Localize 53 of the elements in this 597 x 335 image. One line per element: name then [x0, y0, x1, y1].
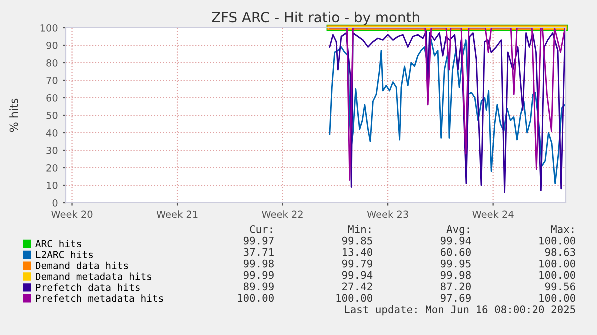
legend-label: ARC hits [36, 240, 82, 248]
text: 97.69 [440, 294, 471, 302]
text: 99.98 [440, 271, 471, 280]
y-tick-label: 0 [52, 199, 58, 207]
text: 99.94 [440, 236, 472, 245]
y-tick-label: 50 [46, 112, 58, 120]
y-tick-label: 90 [46, 42, 58, 50]
text: 13.40 [343, 248, 372, 256]
text: 100.00 [336, 294, 372, 302]
text: 99.98 [244, 260, 274, 268]
text: 99.99 [244, 271, 274, 280]
legend-label: Prefetch metadata hits [36, 294, 164, 302]
y-tick-label: 70 [46, 76, 58, 84]
text: Last update: Mon Jun 16 08:00:20 2025 [345, 305, 576, 316]
text: 37.71 [244, 248, 274, 256]
legend-label: Demand data hits [36, 262, 128, 270]
x-tick-label: Week 24 [472, 210, 514, 218]
text: 100.00 [540, 236, 576, 245]
legend-label: L2ARC hits [36, 250, 93, 258]
y-tick-label: 80 [46, 59, 58, 67]
text: 98.63 [545, 248, 576, 256]
x-tick-label: Week 23 [367, 210, 408, 218]
text: 100.00 [540, 260, 576, 268]
x-tick-label: Week 22 [262, 210, 303, 218]
text: 87.20 [440, 282, 471, 291]
text: 100.00 [540, 271, 576, 280]
y-tick-label: 100 [40, 24, 58, 32]
text: 27.42 [342, 282, 372, 290]
text: 100.00 [238, 294, 274, 302]
y-tick-label: 30 [46, 146, 58, 154]
text: 60.60 [440, 248, 471, 256]
text: Max: [551, 226, 574, 234]
text: 99.94 [342, 271, 373, 280]
y-tick-label: 10 [47, 182, 58, 190]
legend-label: Prefetch data hits [36, 284, 140, 292]
text: 100.00 [540, 294, 576, 302]
y-axis-title: % hits [10, 98, 18, 132]
text: Min: [348, 225, 371, 234]
y-tick-label: 40 [46, 129, 58, 137]
text: 99.56 [545, 282, 576, 291]
text: 89.99 [244, 282, 274, 291]
chart-title: ZFS ARC - Hit ratio - by month [212, 12, 420, 26]
text: 99.97 [244, 236, 274, 245]
text: 99.79 [342, 260, 372, 268]
text: Cur: [250, 225, 272, 234]
x-tick-label: Week 21 [156, 210, 198, 218]
text: 99.85 [342, 236, 372, 245]
text: Avg: [446, 226, 470, 236]
x-tick-label: Week 20 [52, 210, 93, 218]
text: 99.95 [440, 260, 471, 268]
y-tick-label: 60 [46, 94, 58, 102]
legend-label: Demand metadata hits [36, 272, 152, 280]
y-tick-label: 20 [46, 164, 58, 172]
